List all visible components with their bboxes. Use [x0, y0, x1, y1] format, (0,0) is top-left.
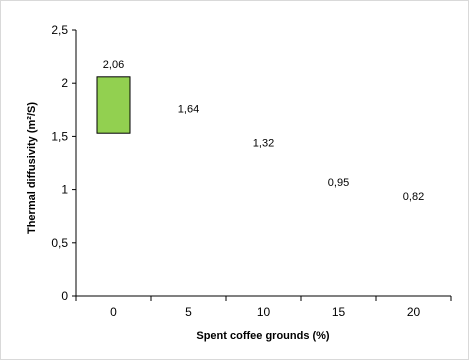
data-label-5: 1,64: [178, 104, 199, 116]
data-labels: 2,06 1,64 1,32 0,95 0,82: [103, 59, 424, 203]
x-tick-label: 10: [257, 305, 271, 319]
x-tick-label: 5: [185, 305, 192, 319]
x-tick-label: 15: [332, 305, 346, 319]
y-tick-label: 0: [61, 289, 68, 303]
data-label-20: 0,82: [403, 191, 424, 203]
bars-group: [96, 76, 131, 134]
x-axis-title: Spent coffee grounds (%): [196, 330, 330, 342]
y-tick-label: 1: [61, 183, 68, 197]
y-axis-ticks: 0 0,5 1 1,5 2 2,5: [51, 23, 76, 303]
data-label-10: 1,32: [253, 138, 274, 150]
data-label-15: 0,95: [328, 177, 349, 189]
x-axis-ticks: 0 5 10 15 20: [75, 296, 452, 319]
y-tick-label: 2,5: [51, 23, 68, 37]
y-tick-label: 1,5: [51, 129, 68, 143]
y-tick-label: 0,5: [51, 236, 68, 250]
y-axis-title: Thermal diffusivity (m²/S): [26, 102, 38, 234]
bar-0: [96, 76, 131, 134]
y-tick-label: 2: [61, 76, 68, 90]
x-tick-label: 0: [110, 305, 117, 319]
x-tick-label: 20: [407, 305, 421, 319]
data-label-0: 2,06: [103, 59, 124, 71]
